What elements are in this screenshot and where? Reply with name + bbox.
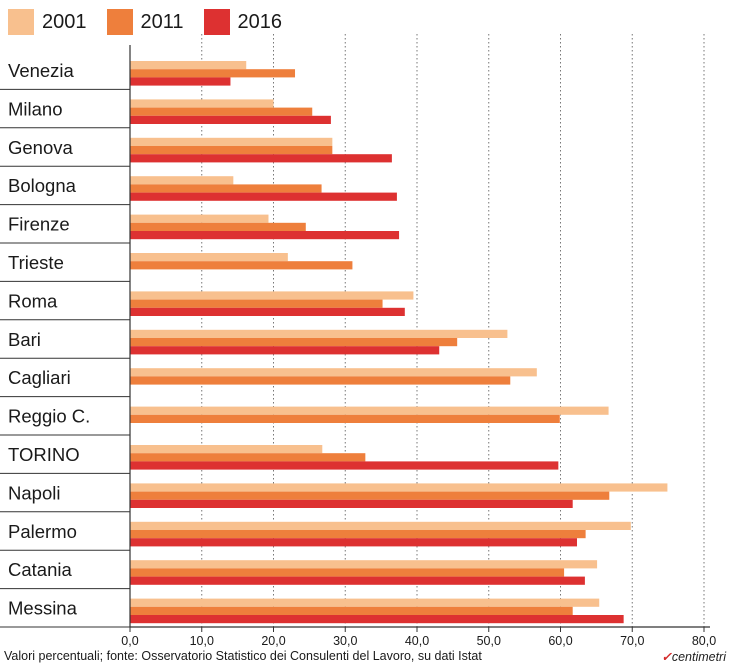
bar-2001 (130, 560, 598, 569)
bar-2016 (130, 307, 405, 316)
bar-2011 (130, 491, 610, 500)
category-label: Bologna (8, 175, 77, 196)
category-label: Napoli (8, 482, 60, 503)
bar-2001 (130, 214, 269, 223)
bar-2016 (130, 576, 585, 585)
legend-label: 2001 (42, 10, 87, 33)
bar-2001 (130, 445, 323, 454)
x-tick-label: 70,0 (620, 634, 644, 648)
bar-2001 (130, 253, 288, 262)
bar-2001 (130, 521, 631, 530)
x-tick-label: 10,0 (190, 634, 214, 648)
brand-logo: ✓centimetri (661, 649, 726, 664)
bar-2011 (130, 338, 458, 347)
bar-2011 (130, 453, 366, 462)
bar-2001 (130, 61, 247, 70)
bar-2016 (130, 77, 231, 86)
category-label: Venezia (8, 60, 75, 81)
bar-2011 (130, 376, 511, 385)
legend-label: 2016 (237, 10, 283, 33)
category-label: TORINO (8, 444, 80, 465)
brand-name: centimetri (671, 650, 726, 664)
x-tick-label: 60,0 (548, 634, 572, 648)
bar-2011 (130, 606, 573, 615)
bar-2016 (130, 538, 578, 547)
legend-swatch (106, 9, 133, 35)
legend: 2001 2011 2016 (8, 8, 302, 36)
bar-2011 (130, 69, 296, 78)
bar-2016 (130, 231, 400, 240)
x-tick-label: 50,0 (477, 634, 501, 648)
legend-item-2001: 2001 (8, 9, 87, 35)
legend-swatch (203, 9, 230, 35)
bar-2011 (130, 146, 333, 155)
category-label: Genova (8, 137, 74, 158)
bar-2011 (130, 530, 586, 539)
brand-mark-icon: ✓ (661, 650, 672, 664)
bar-2016 (130, 154, 392, 163)
category-label: Messina (8, 598, 78, 619)
category-label: Cagliari (8, 367, 71, 388)
legend-swatch (8, 9, 34, 35)
x-tick-label: 30,0 (333, 634, 357, 648)
category-label: Roma (8, 290, 58, 311)
bar-2001 (130, 368, 537, 377)
category-label: Trieste (8, 252, 64, 273)
bar-2011 (130, 568, 565, 577)
category-label: Catania (8, 559, 72, 580)
x-tick-label: 0,0 (121, 634, 138, 648)
bar-2016 (130, 499, 573, 508)
bar-2016 (130, 615, 624, 624)
bar-2016 (130, 461, 559, 470)
x-tick-label: 80,0 (692, 634, 716, 648)
bar-2016 (130, 115, 331, 124)
bar-2011 (130, 414, 560, 423)
legend-item-2016: 2016 (203, 9, 283, 35)
bar-2016 (130, 346, 440, 355)
bar-2011 (130, 184, 322, 193)
bar-2001 (130, 329, 508, 338)
bar-2016 (130, 192, 397, 201)
bar-2001 (130, 598, 600, 607)
bar-2001 (130, 176, 234, 185)
category-label: Palermo (8, 521, 77, 542)
category-label: Firenze (8, 214, 70, 235)
legend-label: 2011 (140, 10, 184, 33)
category-label: Reggio C. (8, 406, 90, 427)
bar-2011 (130, 261, 353, 270)
x-tick-label: 20,0 (261, 634, 285, 648)
bar-2001 (130, 137, 333, 146)
source-note: Valori percentuali; fonte: Osservatorio … (4, 649, 482, 663)
bar-2011 (130, 222, 306, 231)
x-tick-label: 40,0 (405, 634, 429, 648)
bar-2001 (130, 291, 414, 300)
category-label: Milano (8, 98, 63, 119)
legend-item-2011: 2011 (106, 9, 184, 35)
bar-2011 (130, 299, 383, 308)
bar-2001 (130, 483, 668, 492)
category-label: Bari (8, 329, 41, 350)
bar-2001 (130, 406, 609, 415)
bar-2011 (130, 107, 313, 116)
bar-2001 (130, 99, 274, 108)
